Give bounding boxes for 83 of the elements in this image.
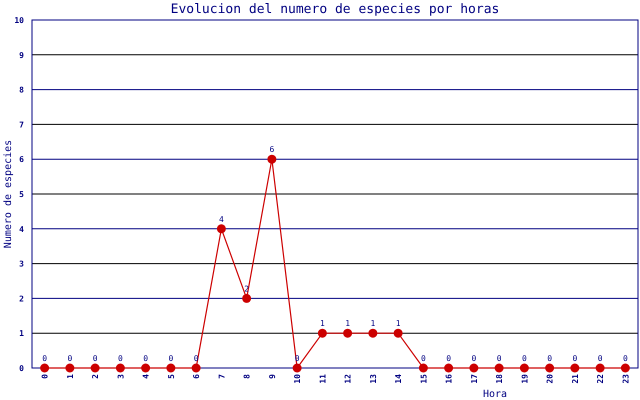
y-tick-label: 8 (19, 86, 24, 95)
x-tick-label: 16 (444, 374, 454, 384)
point (596, 364, 605, 372)
data-label: 0 (522, 354, 527, 363)
x-tick-label: 9 (268, 374, 277, 379)
data-label: 0 (598, 354, 603, 363)
x-tick-label: 4 (142, 374, 151, 379)
data-label: 4 (218, 214, 224, 224)
x-tick-label: 1 (66, 374, 75, 379)
x-tick-label: 15 (419, 374, 428, 384)
y-tick-label: 2 (19, 294, 24, 304)
data-label: 0 (118, 354, 123, 363)
y-tick-label: 9 (19, 50, 24, 60)
point (40, 364, 50, 372)
data-label: 0 (420, 354, 426, 363)
y-tick-label: 6 (19, 155, 24, 164)
y-axis-title: Numero de especies (3, 140, 14, 248)
x-tick-label: 22 (596, 374, 606, 384)
point (620, 364, 630, 372)
x-tick-label: 10 (293, 374, 302, 384)
point (394, 328, 403, 338)
point (292, 364, 302, 372)
data-label: 0 (67, 354, 72, 363)
x-tick-label: 12 (344, 374, 353, 384)
x-tick-label: 0 (40, 374, 50, 379)
point (545, 364, 554, 372)
point (242, 294, 252, 303)
x-tick-label: 19 (520, 374, 530, 384)
point (90, 364, 100, 372)
x-tick-label: 3 (116, 374, 126, 379)
x-tick-label: 7 (217, 374, 226, 379)
point (166, 364, 176, 372)
data-label: 0 (572, 354, 578, 363)
y-tick-label: 5 (19, 190, 24, 199)
x-tick-label: 2 (91, 374, 100, 379)
point (318, 328, 327, 338)
x-tick-label: 13 (368, 374, 378, 384)
point (216, 224, 226, 234)
data-label: 0 (42, 354, 48, 363)
x-tick-label: 14 (394, 374, 404, 384)
x-tick-label: 23 (621, 374, 630, 384)
point (494, 364, 504, 372)
x-tick-label: 11 (318, 374, 328, 384)
y-tick-label: 1 (19, 329, 24, 338)
point (368, 328, 378, 338)
point (141, 364, 150, 372)
y-tick-label: 10 (14, 16, 24, 25)
x-tick-label: 21 (570, 374, 580, 384)
data-label: 0 (143, 354, 148, 363)
data-label: 0 (471, 354, 476, 363)
point (469, 364, 478, 372)
data-label: 1 (320, 319, 325, 328)
x-tick-label: 20 (546, 374, 555, 384)
data-label: 6 (269, 145, 274, 154)
point (116, 364, 125, 372)
y-tick-label: 3 (19, 260, 24, 269)
data-label: 0 (92, 354, 98, 363)
data-label: 1 (370, 319, 376, 328)
data-label: 1 (345, 319, 350, 328)
x-tick-label: 8 (242, 374, 252, 379)
y-tick-label: 7 (19, 120, 24, 130)
point (192, 364, 201, 372)
data-label: 0 (622, 354, 628, 363)
data-label: 1 (396, 319, 401, 328)
data-label: 0 (168, 354, 174, 363)
point (520, 364, 529, 372)
y-tick-label: 0 (19, 364, 24, 373)
point (444, 364, 454, 372)
x-tick-label: 6 (192, 374, 202, 379)
x-tick-label: 17 (470, 374, 479, 384)
y-tick-label: 4 (19, 224, 24, 234)
data-label: 0 (496, 354, 502, 363)
x-axis-title: Hora (482, 389, 508, 400)
chart-title: Evolucion del numero de especies por horas (170, 2, 500, 17)
point (267, 154, 276, 164)
point (418, 364, 428, 372)
point (65, 364, 74, 372)
point (343, 328, 352, 338)
data-label: 0 (446, 354, 452, 363)
x-tick-label: 18 (495, 374, 504, 384)
x-tick-label: 5 (166, 374, 176, 379)
point (570, 364, 580, 372)
data-label: 0 (547, 354, 552, 363)
